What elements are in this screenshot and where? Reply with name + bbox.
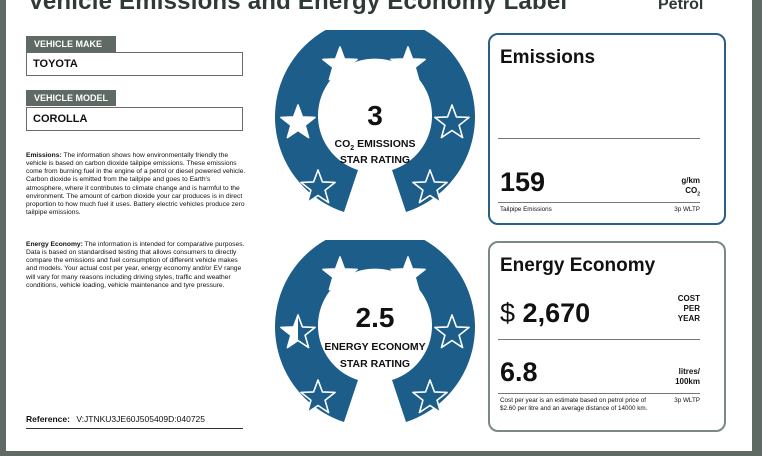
emissions-panel-title: Emissions bbox=[500, 47, 596, 68]
emissions-star-6 bbox=[412, 169, 448, 204]
label-frame-bottom bbox=[0, 451, 762, 456]
emissions-description: Emissions: The information shows how env… bbox=[26, 152, 246, 217]
cost-unit: COST PER YEAR bbox=[678, 294, 700, 324]
emissions-unit: g/km CO2 bbox=[681, 176, 700, 200]
label-frame-left bbox=[0, 0, 6, 456]
emissions-panel: Emissions 159 g/km CO2 Tailpipe Emission… bbox=[488, 33, 726, 225]
label-title: Vehicle Emissions and Energy Economy Lab… bbox=[28, 0, 568, 15]
emissions-rating-label-line2: STAR RATING bbox=[339, 154, 411, 166]
emissions-star-3 bbox=[280, 104, 316, 139]
cost-value: 2,670 bbox=[522, 298, 591, 328]
emissions-star-5 bbox=[300, 169, 336, 204]
cost-unit-2: PER bbox=[683, 304, 700, 313]
emissions-stars bbox=[280, 46, 470, 204]
vehicle-make-label: VEHICLE MAKE bbox=[26, 36, 116, 52]
energy-panel: Energy Economy $ 2,670 COST PER YEAR 6.8… bbox=[488, 241, 726, 432]
reference-value: V:JTNKU3JE60J505409D:040725 bbox=[76, 414, 205, 424]
energy-rating-label-line1: ENERGY ECONOMY bbox=[324, 341, 426, 353]
energy-star-2 bbox=[390, 256, 426, 291]
emissions-label-rest: EMISSIONS bbox=[354, 138, 416, 150]
emissions-panel-divider-2 bbox=[498, 202, 700, 203]
energy-description-text: The information is intended for comparat… bbox=[26, 241, 245, 289]
energy-rating-value: 2.5 bbox=[355, 302, 395, 333]
vehicle-make-field: TOYOTA bbox=[26, 52, 243, 76]
energy-rating-label-line2: STAR RATING bbox=[339, 358, 411, 370]
energy-star-1 bbox=[322, 256, 358, 291]
emissions-description-text: The information shows how environmentall… bbox=[26, 152, 246, 217]
cost-unit-1: COST bbox=[677, 294, 700, 303]
cost-unit-3: YEAR bbox=[677, 314, 700, 323]
emissions-horseshoe bbox=[275, 16, 475, 212]
fuel-type: Petrol bbox=[658, 0, 704, 13]
emissions-rating-graphic: 3 CO2 EMISSIONS STAR RATING bbox=[270, 16, 480, 222]
energy-stars bbox=[280, 256, 470, 414]
energy-panel-divider bbox=[498, 339, 700, 340]
emissions-footnote: Tailpipe Emissions bbox=[500, 206, 552, 213]
emissions-test: 3p WLTP bbox=[674, 206, 700, 213]
economy-value: 6.8 bbox=[500, 357, 538, 387]
reference: Reference: V:JTNKU3JE60J505409D:040725 bbox=[26, 414, 243, 429]
energy-star-4 bbox=[434, 314, 470, 349]
energy-horseshoe-shape bbox=[275, 226, 475, 422]
energy-star-5 bbox=[300, 379, 336, 414]
emissions-rating-value: 3 bbox=[367, 100, 383, 131]
emissions-value: 159 bbox=[500, 167, 546, 197]
vehicle-model-label: VEHICLE MODEL bbox=[26, 90, 116, 106]
economy-unit-2: 100km bbox=[675, 377, 700, 386]
cost-per-year: $ 2,670 bbox=[500, 298, 590, 329]
energy-panel-divider-2 bbox=[498, 393, 700, 394]
reference-label: Reference: bbox=[26, 414, 70, 424]
emissions-panel-divider bbox=[498, 138, 700, 139]
vehicle-model-field: COROLLA bbox=[26, 107, 243, 131]
emissions-label-sub: 2 bbox=[350, 145, 355, 153]
energy-panel-title: Energy Economy bbox=[500, 255, 656, 276]
energy-description-title: Energy Economy: bbox=[26, 241, 83, 248]
energy-description: Energy Economy: The information is inten… bbox=[26, 241, 246, 290]
emissions-star-2 bbox=[390, 46, 426, 81]
emissions-unit-sub: 2 bbox=[697, 191, 700, 198]
economy-unit: litres/ 100km bbox=[675, 367, 700, 387]
emissions-unit-line2: CO2 bbox=[681, 186, 700, 200]
cost-symbol: $ bbox=[500, 298, 516, 328]
emissions-description-title: Emissions: bbox=[26, 152, 62, 159]
emissions-unit-co: CO bbox=[685, 186, 698, 195]
energy-star-6 bbox=[412, 379, 448, 414]
emissions-rating-label-line1: CO2 EMISSIONS bbox=[270, 137, 480, 156]
energy-rating-graphic: 2.5 ENERGY ECONOMY STAR RATING bbox=[270, 226, 480, 432]
emissions-star-4 bbox=[434, 104, 470, 139]
energy-footnote: Cost per year is an estimate based on pe… bbox=[500, 397, 648, 412]
emissions-horseshoe-shape bbox=[275, 16, 475, 212]
economy-unit-1: litres/ bbox=[678, 367, 700, 376]
energy-horseshoe bbox=[275, 226, 475, 422]
energy-star-3-partial-fill bbox=[280, 315, 298, 348]
emissions-star-1 bbox=[322, 46, 358, 81]
emissions-unit-line1: g/km bbox=[681, 176, 700, 185]
label-frame-right bbox=[752, 0, 762, 456]
energy-test: 3p WLTP bbox=[674, 397, 700, 404]
emissions-label-co: CO bbox=[334, 138, 351, 150]
